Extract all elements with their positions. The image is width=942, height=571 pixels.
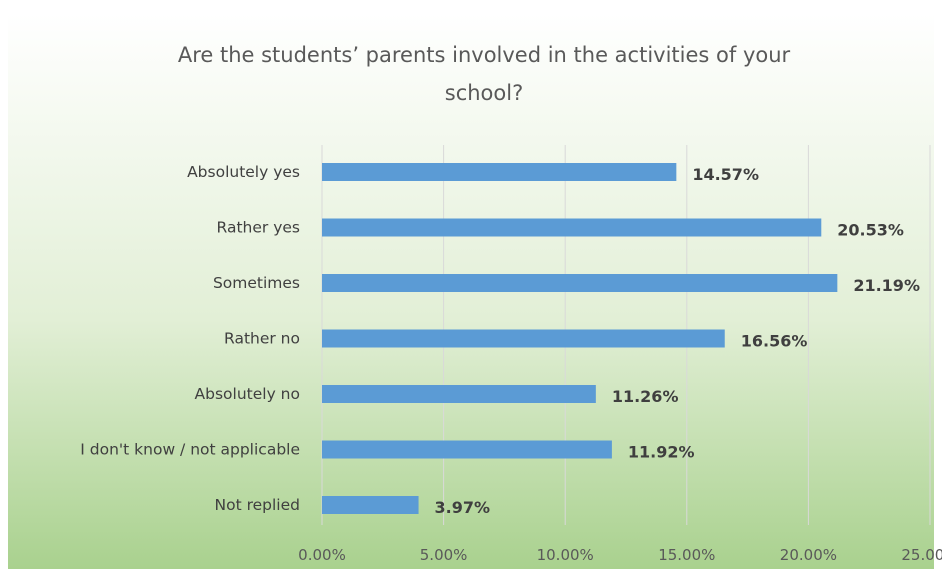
- category-label: Rather no: [224, 330, 300, 348]
- x-axis-tick-labels: 0.00% 5.00% 10.00% 15.00% 20.00% 25.00%: [298, 546, 942, 564]
- data-labels: 14.57% 20.53% 21.19% 16.56% 11.26% 11.92% 3.97…: [435, 165, 920, 517]
- x-tick-label: 5.00%: [420, 546, 468, 564]
- bar: [322, 329, 725, 348]
- x-tick-label: 20.00%: [780, 546, 837, 564]
- bar: [322, 496, 419, 514]
- chart-title-line-1: Are the students’ parents involved in th…: [178, 43, 791, 67]
- data-label: 14.57%: [692, 165, 759, 184]
- data-label: 16.56%: [741, 332, 808, 351]
- bar: [322, 440, 612, 459]
- category-label: Rather yes: [217, 219, 300, 237]
- data-label: 21.19%: [853, 276, 920, 295]
- chart-title: Are the students’ parents involved in th…: [178, 43, 791, 105]
- x-tick-label: 0.00%: [298, 546, 346, 564]
- bars: [322, 163, 838, 514]
- bar: [322, 274, 838, 292]
- bar: [322, 385, 596, 403]
- data-label: 11.92%: [628, 443, 695, 462]
- category-labels: Absolutely yes Rather yes Sometimes Rather …: [80, 163, 300, 514]
- x-tick-label: 10.00%: [537, 546, 594, 564]
- data-label: 20.53%: [837, 221, 904, 240]
- x-tick-label: 25.00%: [901, 546, 942, 564]
- category-label: Not replied: [215, 496, 300, 514]
- category-label: Sometimes: [213, 274, 300, 292]
- x-tick-label: 15.00%: [658, 546, 715, 564]
- chart-title-line-2: school?: [445, 81, 523, 105]
- bar: [322, 163, 677, 181]
- data-label: 11.26%: [612, 387, 679, 406]
- category-label: Absolutely no: [195, 385, 300, 403]
- data-label: 3.97%: [435, 498, 491, 517]
- category-label: Absolutely yes: [187, 163, 300, 181]
- category-label: I don't know / not applicable: [80, 441, 300, 459]
- bar: [322, 218, 822, 237]
